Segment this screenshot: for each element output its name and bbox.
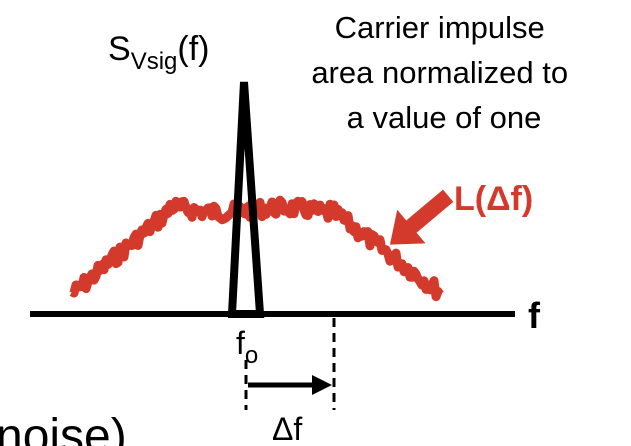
carrier-annotation: Carrier impulse area normalized to a val… [311, 10, 576, 135]
offset-arrow-head [312, 375, 332, 395]
partial-caption: noise) [0, 410, 127, 446]
phase-noise-pointer-arrow [389, 189, 454, 245]
spectrum-label: SVsig(f) [108, 30, 209, 75]
carrier-frequency-label: fo [236, 325, 258, 369]
offset-label: Δf [272, 411, 302, 446]
carrier-impulse [227, 81, 265, 318]
phase-noise-label: L(Δf) [454, 180, 533, 218]
x-axis-label: f [528, 295, 541, 336]
